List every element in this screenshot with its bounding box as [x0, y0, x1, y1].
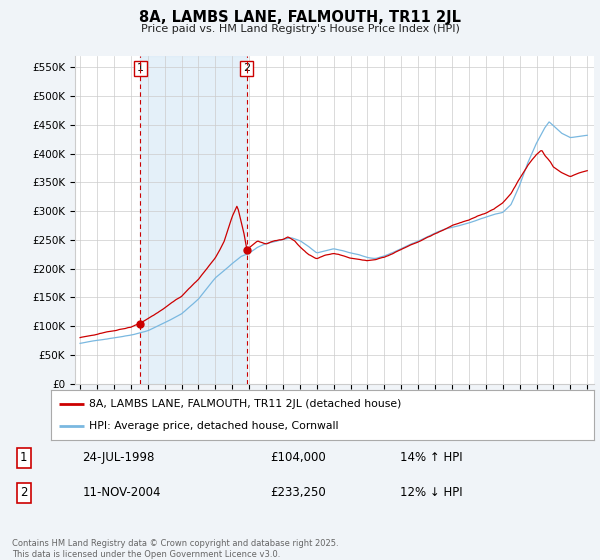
Text: Price paid vs. HM Land Registry's House Price Index (HPI): Price paid vs. HM Land Registry's House …	[140, 24, 460, 34]
Text: £233,250: £233,250	[271, 486, 326, 500]
Text: 1: 1	[20, 451, 28, 464]
Bar	[140, 56, 247, 384]
Text: 1: 1	[137, 63, 144, 73]
Text: 11-NOV-2004: 11-NOV-2004	[82, 486, 161, 500]
Text: 24-JUL-1998: 24-JUL-1998	[82, 451, 155, 464]
Text: 2: 2	[20, 486, 28, 500]
Text: 12% ↓ HPI: 12% ↓ HPI	[400, 486, 463, 500]
Text: 8A, LAMBS LANE, FALMOUTH, TR11 2JL (detached house): 8A, LAMBS LANE, FALMOUTH, TR11 2JL (deta…	[89, 399, 401, 409]
Text: 8A, LAMBS LANE, FALMOUTH, TR11 2JL: 8A, LAMBS LANE, FALMOUTH, TR11 2JL	[139, 10, 461, 25]
Text: HPI: Average price, detached house, Cornwall: HPI: Average price, detached house, Corn…	[89, 421, 338, 431]
Text: £104,000: £104,000	[271, 451, 326, 464]
Text: 2: 2	[243, 63, 250, 73]
Text: 14% ↑ HPI: 14% ↑ HPI	[400, 451, 463, 464]
Text: Contains HM Land Registry data © Crown copyright and database right 2025.
This d: Contains HM Land Registry data © Crown c…	[12, 539, 338, 559]
